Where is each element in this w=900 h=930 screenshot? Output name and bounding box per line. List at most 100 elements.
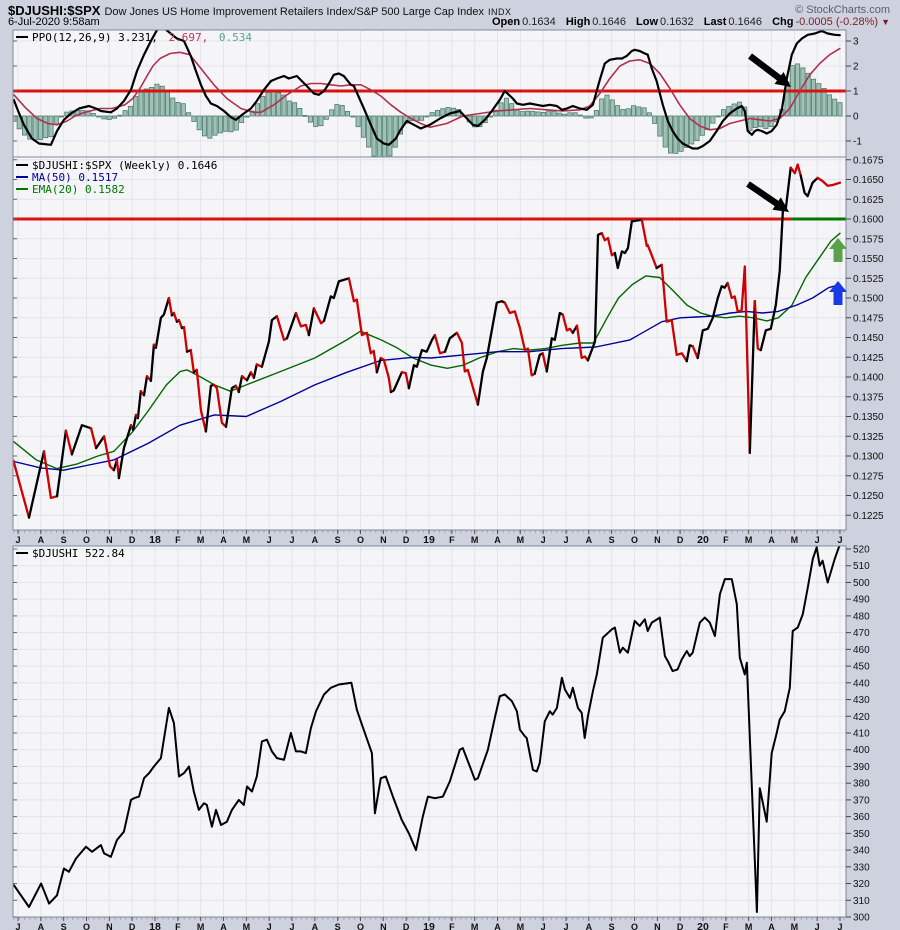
price-line-segment-red xyxy=(195,368,208,433)
y-axis-label: 0.1225 xyxy=(853,511,884,522)
high-label: High xyxy=(565,16,591,28)
ma50-legend-label: MA(50) 0.1517 xyxy=(32,171,119,184)
price-line-segment-black xyxy=(307,307,316,337)
histogram-bar xyxy=(556,112,562,117)
price-line-segment-black xyxy=(154,296,171,349)
x-axis-label: M xyxy=(517,535,525,545)
price-line-segment-red xyxy=(189,348,195,374)
histogram-bar xyxy=(472,115,478,128)
price-line-segment-black xyxy=(94,435,106,450)
price-line-segment-black xyxy=(799,174,819,198)
x-axis-label: N xyxy=(380,535,387,545)
y-axis-label: 1 xyxy=(853,87,859,98)
histogram-bar xyxy=(752,115,758,129)
djushi-panel-bg xyxy=(13,546,846,917)
price-line-segment-red xyxy=(89,427,98,450)
histogram-bar xyxy=(593,110,599,117)
x-axis-label: F xyxy=(723,922,729,930)
price-line-segment-black xyxy=(545,311,564,373)
up-arrow-green xyxy=(829,238,847,262)
price-line-segment-red xyxy=(42,450,59,500)
price-line-segment-black xyxy=(375,356,382,374)
ticker-symbol: $DJUSHI:$SPX xyxy=(8,3,101,18)
y-axis-label: 0.1325 xyxy=(853,432,884,443)
x-axis-label: M xyxy=(471,535,479,545)
histogram-bar xyxy=(525,110,531,117)
price-line-segment-black xyxy=(322,277,351,323)
exchange-label: INDX xyxy=(487,7,512,17)
djushi-legend-label: $DJUSHI 522.84 xyxy=(32,547,125,560)
ratio-legend-label: $DJUSHI:$SPX (Weekly) 0.1646 xyxy=(32,159,218,172)
histogram-bar xyxy=(424,115,430,118)
x-axis-label: A xyxy=(494,535,501,545)
ratio-panel xyxy=(12,157,846,530)
histogram-bar xyxy=(127,105,133,117)
ppo-legend-label: PPO(12,26,9) 3.231, xyxy=(32,31,158,44)
histogram-bar xyxy=(599,98,605,117)
histogram-bar xyxy=(747,115,753,131)
ppo-panel xyxy=(13,30,846,157)
chg-value: -0.0005 (-0.28%) xyxy=(795,16,879,28)
y-axis-label: 0.1500 xyxy=(853,294,884,305)
ma50-swatch-icon xyxy=(16,176,28,178)
x-axis-label: D xyxy=(403,922,410,930)
x-axis-label: M xyxy=(517,922,525,930)
histogram-bar xyxy=(821,88,827,117)
x-axis-label: D xyxy=(677,535,684,545)
histogram-bar xyxy=(445,107,451,117)
histogram-bar xyxy=(292,102,298,117)
y-axis-label: 480 xyxy=(853,611,870,622)
chg-down-triangle-icon[interactable]: ▼ xyxy=(881,17,890,27)
price-line-segment-red xyxy=(503,301,536,377)
x-axis-label: 18 xyxy=(149,534,161,546)
y-axis-label: 0.1525 xyxy=(853,274,884,285)
copyright: © StockCharts.com xyxy=(795,4,890,16)
histogram-bar xyxy=(260,96,266,117)
histogram-bar xyxy=(106,115,112,120)
x-axis-label: A xyxy=(768,535,775,545)
histogram-bar xyxy=(837,102,843,117)
x-axis-label: 19 xyxy=(423,534,435,546)
histogram-bar xyxy=(641,107,647,117)
histogram-bar xyxy=(286,100,292,117)
histogram-bar xyxy=(233,115,239,131)
price-line-segment-black xyxy=(117,424,133,480)
price-line-segment-red xyxy=(172,311,179,323)
histogram-bar xyxy=(387,115,393,157)
histogram-bar xyxy=(419,115,425,121)
x-axis-label: F xyxy=(723,535,729,545)
histogram-bar xyxy=(546,110,552,117)
price-line-segment-red xyxy=(691,345,699,360)
x-axis-label: O xyxy=(83,535,90,545)
x-axis-label: A xyxy=(586,922,593,930)
histogram-bar xyxy=(721,109,727,117)
x-axis-label: A xyxy=(586,535,593,545)
y-axis-label: 0.1425 xyxy=(853,353,884,364)
histogram-bar xyxy=(758,115,764,128)
ppo-histogram-value: 0.534 xyxy=(218,31,252,44)
histogram-bar xyxy=(631,105,637,117)
x-axis-label: J xyxy=(15,535,20,545)
histogram-bar xyxy=(318,115,324,127)
histogram-bar xyxy=(715,115,721,118)
djushi-y-axis: 520 510 500 490 480 470 460 450 440 430 420 410 400 3… xyxy=(13,545,870,924)
y-axis-label: 410 xyxy=(853,729,870,740)
y-axis-label: 420 xyxy=(853,712,870,723)
histogram-bar xyxy=(117,114,123,117)
breakout-arrow-price-head xyxy=(772,197,789,212)
histogram-bar xyxy=(101,115,107,120)
price-line-segment-black xyxy=(237,375,244,394)
x-axis-label: D xyxy=(677,922,684,930)
x-axis-label: A xyxy=(494,922,501,930)
y-axis-label: 3 xyxy=(853,37,859,48)
high-value: 0.1646 xyxy=(592,16,626,28)
histogram-bar xyxy=(217,115,223,134)
x-axis-label: N xyxy=(106,535,113,545)
y-axis-label: 0.1625 xyxy=(853,195,884,206)
histogram-bar xyxy=(307,115,313,123)
price-line-segment-black xyxy=(407,333,437,390)
x-axis-label: A xyxy=(38,535,45,545)
x-axis-label: A xyxy=(768,922,775,930)
histogram-bar xyxy=(170,97,176,117)
